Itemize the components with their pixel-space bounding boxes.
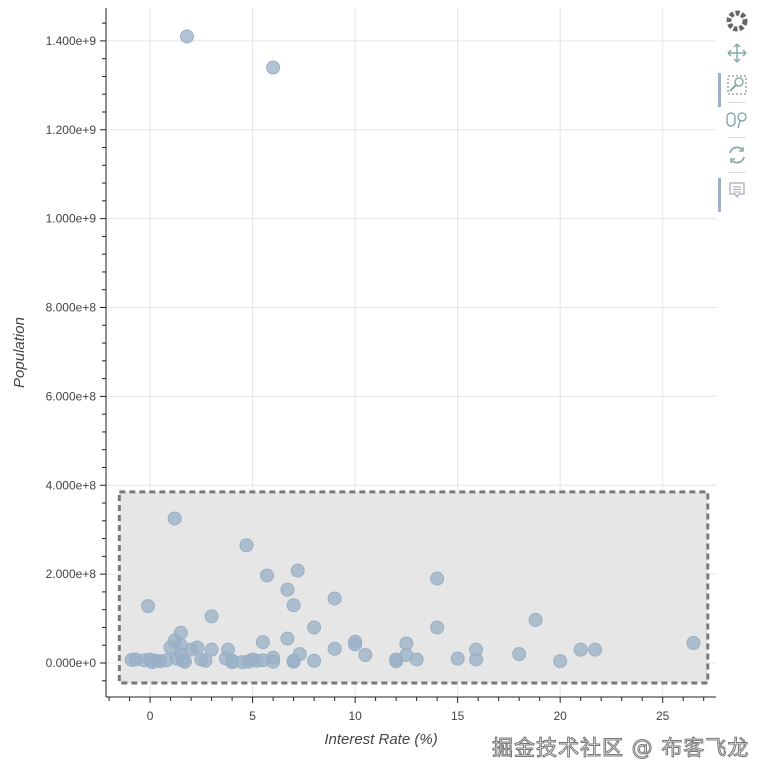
x-tick-label: 5 [249, 709, 256, 723]
data-point [430, 571, 445, 586]
bokeh-logo-icon[interactable] [722, 6, 752, 36]
data-point [225, 655, 240, 670]
y-tick-label: 0.000e+0 [46, 656, 97, 670]
data-point [141, 599, 156, 614]
y-axis-label: Population [11, 317, 28, 388]
pan-icon [727, 43, 747, 63]
wheel-zoom-icon [726, 112, 747, 129]
data-point [307, 653, 322, 668]
data-point [290, 563, 305, 578]
y-tick-label: 1.400e+9 [46, 34, 97, 48]
y-tick-label: 2.000e+8 [46, 567, 97, 581]
reset-icon [729, 146, 745, 164]
toolbar-divider [728, 137, 746, 138]
data-point [327, 641, 342, 656]
data-point [588, 642, 603, 657]
y-tick-label: 1.200e+9 [46, 123, 97, 137]
data-point [167, 511, 182, 526]
data-point [177, 654, 192, 669]
hover-icon [729, 182, 745, 199]
y-tick-label: 8.000e+8 [46, 301, 97, 315]
y-tick-label: 4.000e+8 [46, 478, 97, 492]
data-point [286, 598, 301, 613]
data-point [553, 654, 568, 669]
x-tick-label: 0 [147, 709, 154, 723]
data-point [124, 652, 139, 667]
data-point [204, 609, 219, 624]
box-zoom-tool-button[interactable] [718, 70, 752, 107]
data-point [430, 620, 445, 635]
box-zoom-icon [727, 75, 747, 95]
wheel-zoom-tool-button[interactable] [722, 105, 752, 135]
data-point [512, 647, 527, 662]
data-point [399, 636, 414, 651]
pan-tool-button[interactable] [722, 38, 752, 68]
watermark: 掘金技术社区 @ 布客飞龙 [491, 736, 750, 760]
data-point [266, 654, 281, 669]
data-point [280, 582, 295, 597]
data-point [469, 652, 484, 667]
data-point [286, 654, 301, 669]
x-tick-label: 10 [348, 709, 362, 723]
data-point [348, 637, 363, 652]
data-point [450, 651, 465, 666]
data-point [266, 60, 281, 75]
y-tick-label: 6.000e+8 [46, 389, 97, 403]
x-tick-label: 15 [451, 709, 465, 723]
toolbar-divider [728, 102, 746, 103]
reset-tool-button[interactable] [722, 140, 752, 170]
data-point [686, 636, 701, 651]
data-point [389, 654, 404, 669]
data-point [280, 631, 295, 646]
data-point [573, 642, 588, 657]
data-point [255, 635, 270, 650]
data-point [163, 640, 178, 655]
data-point [198, 653, 213, 668]
x-tick-label: 20 [553, 709, 567, 723]
y-tick-label: 1.000e+9 [46, 212, 97, 226]
data-point [409, 652, 424, 667]
data-point [204, 642, 219, 657]
toolbar-divider [728, 172, 746, 173]
data-point [327, 591, 342, 606]
data-point [159, 653, 174, 668]
data-point [358, 648, 373, 663]
data-point [259, 568, 274, 583]
toolbar [718, 4, 758, 212]
x-axis-label: Interest Rate (%) [324, 731, 437, 748]
hover-tool-button[interactable] [718, 175, 752, 212]
data-point [179, 29, 194, 44]
data-point [528, 612, 543, 627]
data-point [239, 538, 254, 553]
data-point [307, 620, 322, 635]
data-point [145, 655, 160, 670]
x-tick-label: 25 [656, 709, 670, 723]
